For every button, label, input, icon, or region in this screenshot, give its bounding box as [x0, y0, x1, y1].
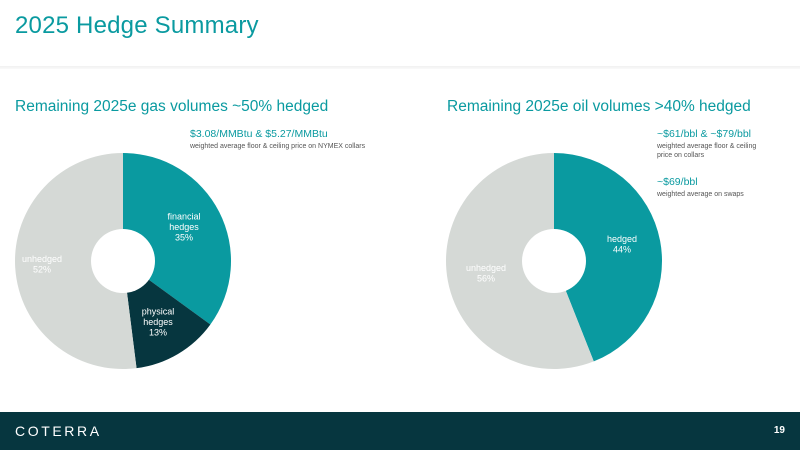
- slice-percent: 52%: [33, 264, 51, 274]
- oil-slice-label-hedged: hedged 44%: [607, 234, 637, 255]
- oil-collar-note-main: ~$61/bbl & ~$79/bbl: [657, 128, 751, 140]
- gas-slice-physical-hedges: [123, 261, 211, 369]
- oil-swap-note: ~$69/bbl weighted average on swaps: [657, 176, 767, 199]
- gas-price-note-sub: weighted average floor & ceiling price o…: [190, 143, 366, 150]
- slice-category: financial: [167, 212, 200, 222]
- oil-donut-hole: [522, 229, 586, 293]
- gas-slice-label-financial-hedges: financial hedges 35%: [167, 212, 200, 243]
- gas-slice-label-physical-hedges: physical hedges 13%: [142, 307, 175, 338]
- slice-category: unhedged: [22, 254, 62, 264]
- gas-slice-unhedged: [15, 153, 137, 369]
- page-title: 2025 Hedge Summary: [15, 12, 259, 39]
- title-divider: [0, 66, 800, 69]
- oil-slice-hedged: [554, 153, 663, 362]
- slice-category: unhedged: [466, 263, 506, 273]
- oil-collar-note: ~$61/bbl & ~$79/bbl weighted average flo…: [657, 128, 767, 160]
- gas-slice-financial-hedges: [123, 153, 231, 325]
- slice-percent: 44%: [613, 244, 631, 254]
- slice-category: physical: [142, 307, 175, 317]
- oil-collar-note-sub: weighted average floor & ceiling price o…: [657, 143, 757, 159]
- slice-category: hedges: [169, 222, 199, 232]
- oil-swap-note-sub: weighted average on swaps: [657, 191, 744, 198]
- slice-category: hedges: [143, 317, 173, 327]
- oil-swap-note-main: ~$69/bbl: [657, 176, 698, 188]
- gas-price-note-main: $3.08/MMBtu & $5.27/MMBtu: [190, 128, 328, 140]
- oil-slice-label-unhedged: unhedged 56%: [466, 263, 506, 284]
- oil-chart-title: Remaining 2025e oil volumes >40% hedged: [447, 98, 751, 115]
- slice-category: hedged: [607, 234, 637, 244]
- oil-slice-unhedged: [446, 153, 594, 369]
- footer-bar: COTERRA 19: [0, 412, 800, 450]
- gas-price-note: $3.08/MMBtu & $5.27/MMBtu weighted avera…: [190, 128, 380, 151]
- coterra-logo: COTERRA: [15, 423, 102, 439]
- slice-percent: 13%: [149, 328, 167, 338]
- gas-donut-hole: [91, 229, 155, 293]
- title-bar: 2025 Hedge Summary: [0, 0, 800, 66]
- page-number: 19: [773, 425, 785, 436]
- gas-slice-label-unhedged: unhedged 52%: [22, 254, 62, 275]
- gas-chart-title: Remaining 2025e gas volumes ~50% hedged: [15, 98, 329, 115]
- slice-percent: 56%: [477, 273, 495, 283]
- slice-percent: 35%: [175, 233, 193, 243]
